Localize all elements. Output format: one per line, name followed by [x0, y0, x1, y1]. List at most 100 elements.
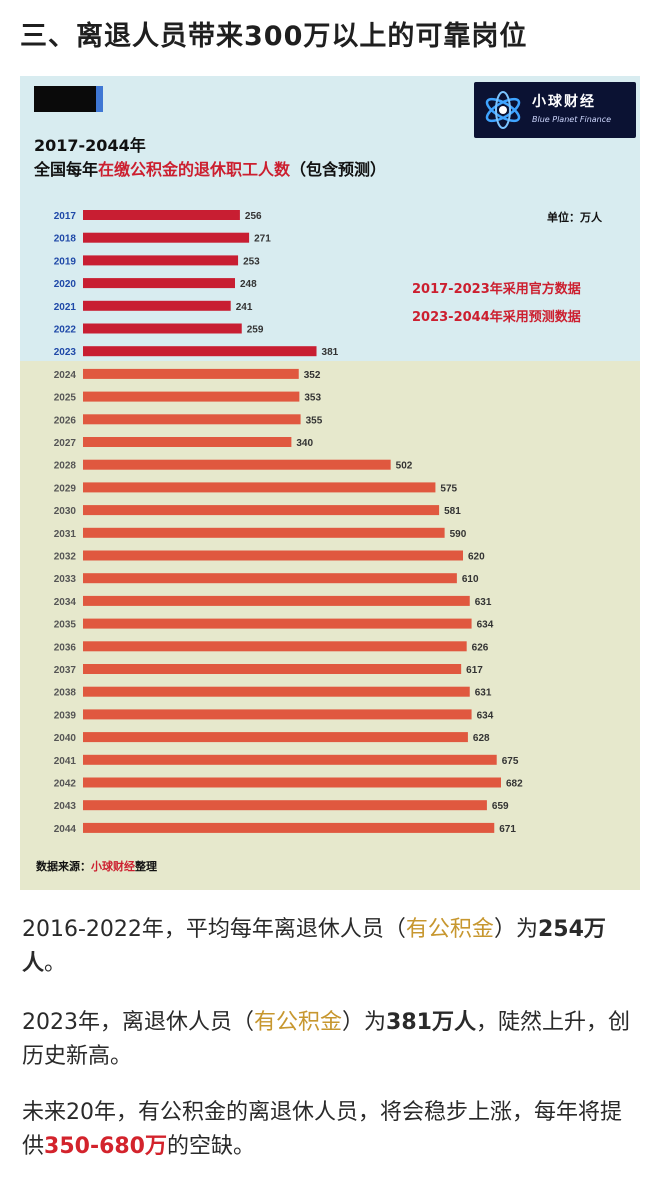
- p2-text-e: ，陡然上升，创历史新高。: [22, 1010, 630, 1069]
- year-label-2035: 2035: [54, 620, 77, 631]
- bar-2037: [83, 664, 462, 674]
- paragraph-2016-2022: 2016-2022年，平均每年离退休人员（有公积金）为254万人。: [22, 913, 642, 981]
- value-label-2042: 682: [506, 779, 523, 790]
- page-heading: 三、离退人员带来300万以上的可靠岗位: [20, 21, 528, 52]
- value-label-2040: 628: [473, 733, 490, 744]
- bar-2028: [83, 459, 391, 470]
- value-label-2038: 631: [475, 688, 492, 699]
- value-label-2031: 590: [450, 529, 467, 540]
- p3-text-a: 未来20年，有公积金的离退休人员，将会稳步上涨，每年将提供: [22, 1100, 622, 1159]
- year-label-2031: 2031: [54, 529, 77, 540]
- source-note: 数据来源：小球财经整理: [36, 858, 157, 874]
- bar-2034: [83, 595, 470, 606]
- year-label-2038: 2038: [54, 688, 77, 699]
- chart-title: 全国每年在缴公积金的退休职工人数（包含预测）: [34, 156, 386, 180]
- value-label-2032: 620: [468, 552, 485, 563]
- value-label-2041: 675: [502, 756, 519, 767]
- bar-2035: [83, 618, 472, 629]
- bar-2022: [83, 323, 242, 334]
- p2-value: 381万人: [386, 1010, 476, 1035]
- p1-value: 254万人: [22, 917, 606, 976]
- source-suffix: 整理: [135, 860, 157, 873]
- value-label-2024: 352: [304, 370, 321, 381]
- paragraph-future: 未来20年，有公积金的离退休人员，将会稳步上涨，每年将提供350-680万的空缺…: [22, 1096, 642, 1164]
- year-label-2026: 2026: [54, 415, 77, 426]
- bar-2038: [83, 686, 470, 697]
- year-label-2034: 2034: [54, 597, 77, 608]
- chart-card: 小球财经 Blue Planet Finance 2017-2044年 全国每年…: [20, 76, 640, 890]
- source-name: 小球财经: [91, 860, 135, 873]
- year-label-2020: 2020: [54, 279, 77, 290]
- value-label-2033: 610: [462, 574, 479, 585]
- value-label-2037: 617: [466, 665, 483, 676]
- bar-2027: [83, 437, 292, 447]
- chart-year-range: 2017-2044年: [34, 136, 146, 155]
- year-label-2041: 2041: [54, 756, 77, 767]
- value-label-2022: 259: [247, 325, 264, 336]
- bar-2036: [83, 641, 467, 652]
- year-label-2022: 2022: [54, 325, 77, 336]
- year-label-2032: 2032: [54, 552, 77, 563]
- bar-2033: [83, 573, 457, 584]
- bar-2019: [83, 255, 239, 266]
- value-label-2021: 241: [236, 302, 253, 313]
- year-label-2023: 2023: [54, 347, 77, 358]
- logo-subtitle: Blue Planet Finance: [532, 115, 612, 124]
- bar-2023: [83, 346, 317, 357]
- chart-title-pre: 全国每年: [34, 160, 99, 179]
- value-label-2026: 355: [306, 415, 323, 426]
- p2-highlight: 有公积金: [254, 1010, 343, 1035]
- p3-text-c: 的空缺。: [167, 1134, 256, 1159]
- p1-highlight: 有公积金: [405, 917, 494, 942]
- year-label-2021: 2021: [54, 302, 77, 313]
- note-official-data: 2017-2023年采用官方数据: [412, 282, 581, 297]
- value-label-2044: 671: [499, 824, 516, 835]
- unit-label: 单位：万人: [547, 211, 602, 224]
- note-forecast-data: 2023-2044年采用预测数据: [412, 310, 581, 325]
- brand-logo: 小球财经 Blue Planet Finance: [474, 82, 636, 138]
- p1-text-c: ）为: [493, 917, 538, 942]
- bar-2017: [83, 210, 240, 220]
- bar-2024: [83, 368, 299, 379]
- atom-logo-icon: [485, 91, 521, 129]
- value-label-2025: 353: [304, 393, 321, 404]
- year-label-2028: 2028: [54, 461, 77, 472]
- bar-2021: [83, 300, 231, 311]
- value-label-2017: 256: [245, 211, 262, 222]
- value-label-2018: 271: [254, 234, 271, 245]
- year-label-2030: 2030: [54, 506, 77, 517]
- bar-2043: [83, 800, 487, 811]
- bar-2040: [83, 732, 468, 743]
- value-label-2027: 340: [296, 438, 313, 449]
- year-label-2042: 2042: [54, 779, 77, 790]
- value-label-2023: 381: [322, 347, 339, 358]
- bar-2030: [83, 505, 440, 516]
- source-label: 数据来源：: [36, 860, 91, 873]
- year-label-2029: 2029: [54, 483, 77, 494]
- value-label-2043: 659: [492, 801, 509, 812]
- bar-2031: [83, 527, 445, 538]
- year-label-2039: 2039: [54, 710, 77, 721]
- bar-2020: [83, 278, 235, 289]
- bar-2042: [83, 777, 501, 788]
- year-label-2040: 2040: [54, 733, 77, 744]
- year-label-2033: 2033: [54, 574, 77, 585]
- bar-2041: [83, 754, 497, 765]
- year-label-2019: 2019: [54, 256, 77, 267]
- bar-chart: 2017 256 2018 271 2019 253 2020 248 2021 241 2022 2…: [54, 210, 523, 835]
- bar-2025: [83, 391, 300, 402]
- year-label-2025: 2025: [54, 393, 77, 404]
- chart-title-highlight: 在缴公积金的退休职工人数: [98, 160, 291, 179]
- bar-2039: [83, 709, 472, 720]
- value-label-2036: 626: [472, 642, 489, 653]
- bar-2018: [83, 232, 250, 243]
- year-label-2027: 2027: [54, 438, 77, 449]
- bar-2026: [83, 414, 301, 425]
- p1-text-a: 2016-2022年，平均每年离退休人员（: [22, 917, 406, 942]
- p1-text-e: 。: [44, 951, 67, 976]
- redacted-label: [34, 86, 96, 112]
- logo-name: 小球财经: [532, 94, 596, 110]
- year-label-2037: 2037: [54, 665, 77, 676]
- bar-2044: [83, 822, 495, 833]
- bar-2032: [83, 550, 463, 561]
